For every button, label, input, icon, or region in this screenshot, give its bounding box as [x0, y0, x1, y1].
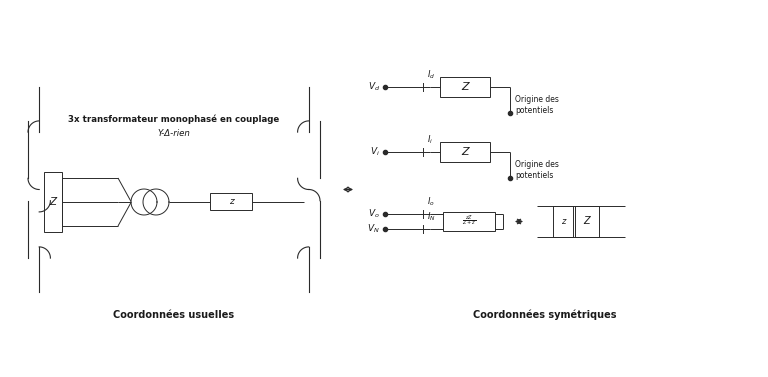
- Text: z: z: [561, 217, 565, 226]
- Text: Coordonnées symétriques: Coordonnées symétriques: [473, 310, 617, 320]
- Text: Origine des
potentiels: Origine des potentiels: [515, 160, 559, 180]
- Text: $I_i$: $I_i$: [427, 133, 433, 146]
- Text: $V_i$: $V_i$: [370, 146, 380, 158]
- Text: $V_o$: $V_o$: [368, 208, 380, 220]
- Text: Z: Z: [462, 82, 468, 92]
- Text: 3x transformateur monophasé en couplage: 3x transformateur monophasé en couplage: [68, 114, 280, 124]
- Bar: [44, 172, 62, 232]
- Bar: [210, 193, 252, 210]
- Text: $I_N$: $I_N$: [427, 210, 435, 223]
- Text: $V_N$: $V_N$: [367, 223, 380, 235]
- Text: Z: Z: [49, 197, 57, 207]
- Bar: [443, 212, 495, 231]
- Text: z: z: [229, 198, 233, 207]
- Text: $V_d$: $V_d$: [368, 81, 380, 93]
- Text: Coordonnées usuelles: Coordonnées usuelles: [114, 310, 234, 320]
- Text: Z: Z: [584, 216, 591, 227]
- Text: $I_o$: $I_o$: [427, 196, 435, 208]
- Bar: [440, 77, 490, 97]
- Text: $I_d$: $I_d$: [427, 69, 435, 81]
- Bar: [575, 206, 599, 237]
- Bar: [553, 206, 573, 237]
- Text: $\frac{zZ}{Z+z}$: $\frac{zZ}{Z+z}$: [462, 213, 476, 228]
- Text: Y-Δ-rien: Y-Δ-rien: [157, 129, 190, 138]
- Text: Origine des
potentiels: Origine des potentiels: [515, 95, 559, 115]
- Text: Z: Z: [462, 147, 468, 157]
- Bar: [440, 142, 490, 162]
